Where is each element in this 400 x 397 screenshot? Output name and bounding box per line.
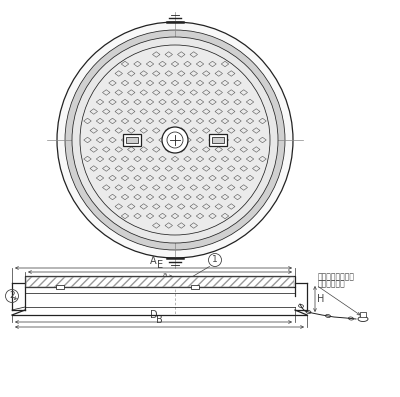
Text: B: B [156,315,163,325]
Circle shape [80,45,270,235]
Bar [209,134,227,146]
Circle shape [162,127,188,153]
Bar [191,285,199,289]
Text: 2: 2 [9,291,15,301]
Text: a: a [163,272,167,278]
Text: D: D [150,310,157,320]
Bar [26,276,294,287]
Text: 御指示により取付: 御指示により取付 [318,272,355,281]
Bar [56,285,64,289]
Bar [212,137,224,143]
Circle shape [57,22,293,258]
Bar [126,137,138,143]
Text: A: A [150,256,157,266]
Text: E: E [157,260,163,270]
Circle shape [72,37,278,243]
Circle shape [65,30,285,250]
Text: 1: 1 [212,256,218,264]
Bar [25,276,295,287]
Ellipse shape [358,316,368,322]
Text: H: H [317,294,324,304]
Bar [360,312,366,317]
Text: （別途筕格）: （別途筕格） [318,279,346,288]
Bar [123,134,141,146]
